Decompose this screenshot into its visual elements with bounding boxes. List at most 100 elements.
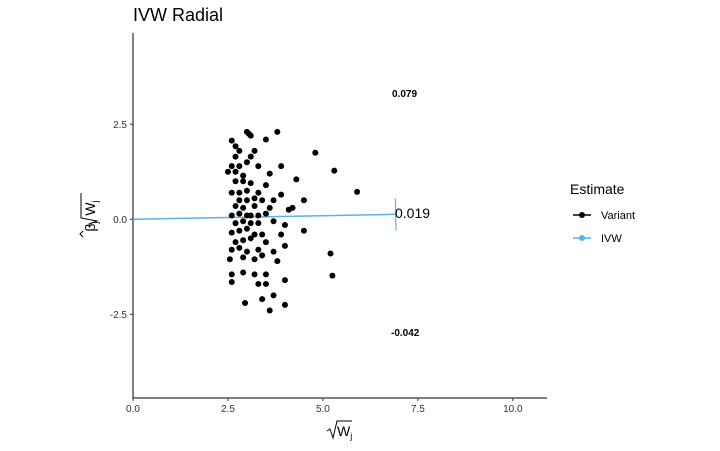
x-tick-label: 10.0: [503, 404, 523, 415]
variant-point: [266, 307, 273, 314]
variant-point: [281, 277, 288, 284]
legend-label-ivw: IVW: [601, 233, 622, 245]
variant-point: [232, 178, 239, 185]
variant-point: [255, 280, 262, 287]
variant-point: [281, 242, 288, 249]
legend-title: Estimate: [570, 181, 625, 197]
beta-hat: [79, 230, 84, 238]
variant-point: [240, 172, 247, 179]
variant-point: [242, 299, 249, 306]
variant-point: [251, 195, 258, 202]
ivw-estimate: [132, 198, 397, 231]
variant-point: [327, 250, 334, 257]
variant-point: [240, 178, 247, 185]
variant-point: [259, 296, 266, 303]
y-tick-label: -2.5: [110, 310, 128, 321]
y-axis-label: βjWj: [82, 200, 100, 231]
variant-point: [240, 218, 247, 225]
variant-point: [240, 269, 247, 276]
variant-point: [251, 147, 258, 154]
ivw-annotations: 0.079 0.019 -0.042: [391, 89, 430, 339]
variant-point: [224, 168, 231, 175]
variant-point: [262, 239, 269, 246]
variant-point: [228, 229, 235, 236]
x-axis-label: Wj: [337, 423, 352, 441]
variant-point: [262, 182, 269, 189]
plot-area: 0.0 2.5 5.0 7.5 10.0 -2.5 0.0 2.5 0.079 0.019 …: [110, 33, 547, 415]
variant-point: [281, 222, 288, 229]
variant-point: [247, 235, 254, 242]
upper-ci-label: 0.079: [392, 89, 417, 100]
variant-point: [255, 220, 262, 227]
variant-point: [289, 204, 296, 211]
variant-point: [236, 163, 243, 170]
y-tick-label: 2.5: [113, 120, 127, 131]
variant-point: [262, 210, 269, 217]
legend-item-ivw: IVW: [573, 233, 622, 245]
variant-point: [232, 153, 239, 160]
variant-point: [232, 168, 239, 175]
legend-key-dot-variant: [579, 212, 585, 218]
ivw-line: [132, 213, 397, 221]
variant-point: [278, 163, 285, 170]
variant-point: [259, 252, 266, 259]
variant-point: [228, 279, 235, 286]
variant-point: [251, 231, 258, 238]
variant-point: [251, 202, 258, 209]
chart-title: IVW Radial: [133, 5, 223, 25]
variant-point: [247, 153, 254, 160]
variant-point: [232, 143, 239, 150]
variant-point: [240, 237, 247, 244]
variant-point: [278, 191, 285, 198]
variant-point: [255, 163, 262, 170]
variant-point: [255, 246, 262, 253]
variant-point: [228, 212, 235, 219]
variant-point: [247, 212, 254, 219]
variant-point: [270, 218, 277, 225]
legend-item-variant: Variant: [573, 210, 635, 222]
variant-point: [270, 197, 277, 204]
legend-label-variant: Variant: [601, 210, 635, 222]
variant-point: [240, 204, 247, 211]
x-axis-title: Wj: [326, 420, 352, 441]
variant-point: [259, 197, 266, 204]
legend-key-dot-ivw: [579, 235, 585, 241]
variant-points: [224, 128, 361, 314]
variant-point: [274, 258, 281, 265]
lower-ci-label: -0.042: [391, 328, 420, 339]
variant-point: [270, 292, 277, 299]
variant-point: [274, 128, 281, 135]
variant-point: [240, 254, 247, 261]
variant-point: [236, 227, 243, 234]
variant-point: [232, 202, 239, 209]
estimate-label: 0.019: [395, 205, 430, 221]
variant-point: [243, 159, 250, 166]
y-axis-ticks: -2.5 0.0 2.5: [110, 120, 133, 321]
variant-point: [262, 280, 269, 287]
sqrt-symbol-x: [326, 420, 352, 440]
variant-point: [259, 231, 266, 238]
variant-point: [228, 271, 235, 278]
variant-point: [251, 271, 258, 278]
variant-point: [236, 197, 243, 204]
variant-point: [232, 239, 239, 246]
variant-point: [243, 197, 250, 204]
variant-point: [232, 220, 239, 227]
y-axis-title: βjWj: [79, 193, 100, 238]
variant-point: [247, 220, 254, 227]
variant-point: [293, 176, 300, 183]
sqrt-symbol-y: [80, 193, 99, 227]
variant-point: [243, 187, 250, 194]
variant-point: [262, 271, 269, 278]
x-tick-label: 0.0: [126, 404, 140, 415]
variant-point: [247, 132, 254, 139]
variant-point: [255, 189, 262, 196]
variant-point: [226, 256, 233, 263]
variant-point: [329, 272, 336, 279]
variant-point: [247, 180, 254, 187]
variant-point: [300, 197, 307, 204]
variant-point: [312, 149, 319, 156]
variant-point: [243, 248, 250, 255]
variant-point: [262, 136, 269, 143]
